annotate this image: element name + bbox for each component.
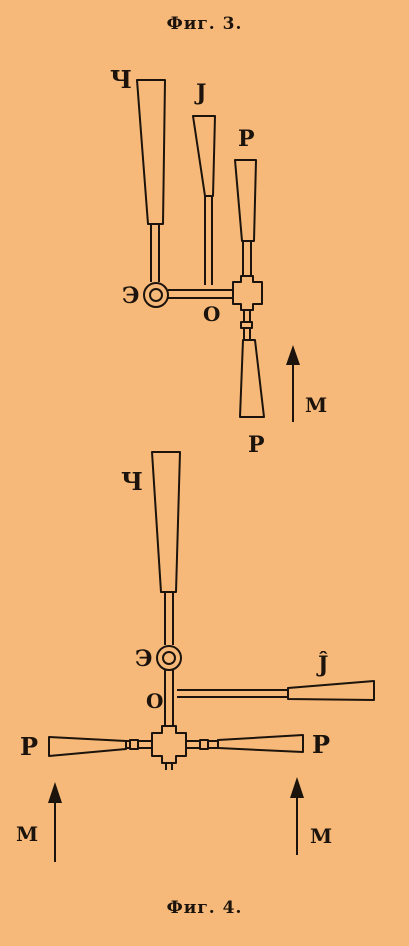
fig4-pivot-inner: [162, 651, 176, 665]
fig4-arrow-left-head: [48, 782, 62, 803]
fig3-label-p-bottom: P: [248, 432, 265, 458]
fig4-pivot-outer: [156, 645, 182, 671]
fig4-rcollar: [199, 739, 209, 750]
fig4-label-m-left: М: [16, 822, 38, 846]
fig3-label-ch: Ч: [110, 65, 132, 94]
fig3-hub: [232, 275, 263, 311]
fig4-blade-ch: [151, 451, 181, 593]
fig4-label-j: Ĵ: [316, 651, 328, 678]
fig3-label-m: М: [305, 393, 327, 417]
fig3-collar: [240, 321, 253, 329]
fig3-label-pivot: Э: [122, 283, 140, 309]
fig4-label-ch: Ч: [121, 467, 143, 496]
figure-4-caption: Фиг. 4.: [166, 898, 243, 918]
figure-4: Ч Э Ĵ О P P М М: [16, 451, 375, 862]
figure-3-caption: Фиг. 3.: [166, 14, 243, 34]
fig3-blade-ch: [136, 79, 166, 225]
fig3-arrow-head: [286, 345, 300, 365]
fig3-label-j: J: [194, 80, 206, 106]
fig3-blade-j: [192, 115, 216, 197]
fig4-lcollar: [129, 739, 139, 750]
fig3-blade-p-top: [234, 159, 257, 242]
fig4-blade-p-right: [217, 734, 304, 753]
fig4-blade-p-left: [48, 736, 127, 757]
fig4-label-p-right: P: [312, 730, 330, 759]
fig4-label-o: О: [146, 689, 163, 713]
fig4-arrow-right-head: [290, 777, 304, 798]
fig3-label-o: О: [203, 302, 220, 326]
figure-3: Ч J P Э О P М: [110, 65, 327, 458]
fig4-blade-j: [287, 680, 375, 701]
fig4-label-pivot: Э: [135, 646, 153, 672]
fig3-pivot-inner: [149, 288, 163, 302]
fig3-pivot-outer: [143, 282, 169, 308]
fig4-hub: [151, 725, 187, 764]
fig3-blade-p-bottom: [239, 339, 265, 418]
fig4-label-p-left: P: [20, 732, 38, 761]
fig3-label-p-top: P: [238, 126, 255, 152]
fig4-label-m-right: М: [310, 824, 332, 848]
